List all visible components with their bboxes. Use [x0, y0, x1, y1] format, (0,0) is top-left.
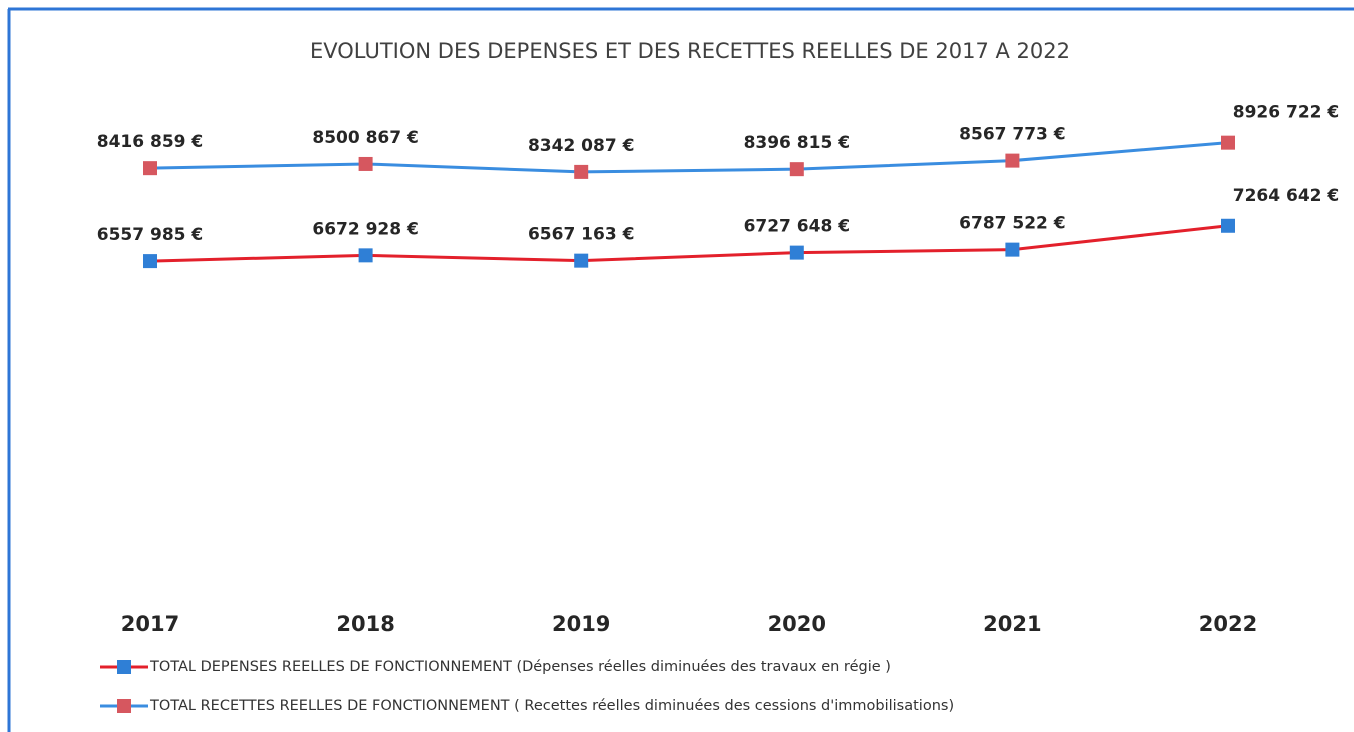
point-marker [1005, 242, 1020, 257]
data-label: 6557 985 € [97, 225, 203, 245]
point-marker [1005, 153, 1020, 168]
data-label: 6727 648 € [744, 217, 850, 237]
x-tick-label: 2019 [552, 612, 610, 636]
point-marker [1221, 218, 1235, 233]
x-tick-label: 2020 [768, 612, 826, 636]
legend-marker [117, 660, 131, 674]
legend-marker [117, 699, 131, 713]
data-label: 6787 522 € [959, 214, 1065, 234]
x-tick-label: 2021 [983, 612, 1041, 636]
point-marker [789, 162, 804, 177]
point-marker [358, 156, 373, 171]
point-marker [1221, 135, 1235, 150]
data-label: 8416 859 € [97, 132, 203, 152]
legend-label: TOTAL RECETTES REELLES DE FONCTIONNEMENT… [149, 698, 954, 714]
point-marker [574, 164, 589, 179]
legend-label: TOTAL DEPENSES REELLES DE FONCTIONNEMENT… [149, 659, 891, 675]
data-label: 8500 867 € [312, 128, 418, 148]
data-label: 7264 642 € [1233, 186, 1339, 206]
point-marker [143, 161, 157, 176]
data-label: 8567 773 € [959, 125, 1065, 145]
x-tick-label: 2017 [121, 612, 179, 636]
point-marker [143, 254, 157, 269]
series-line [149, 141, 1229, 174]
chart-title: EVOLUTION DES DEPENSES ET DES RECETTES R… [310, 39, 1070, 63]
data-label: 6567 163 € [528, 225, 634, 245]
data-label: 8342 087 € [528, 136, 634, 156]
point-marker [789, 245, 804, 260]
data-label: 6672 928 € [312, 219, 418, 239]
point-marker [358, 248, 373, 263]
data-label: 8396 815 € [744, 133, 850, 153]
series-line [149, 224, 1229, 263]
data-label: 8926 722 € [1233, 103, 1339, 123]
x-tick-label: 2018 [336, 612, 394, 636]
x-tick-label: 2022 [1199, 612, 1257, 636]
point-marker [574, 253, 589, 268]
